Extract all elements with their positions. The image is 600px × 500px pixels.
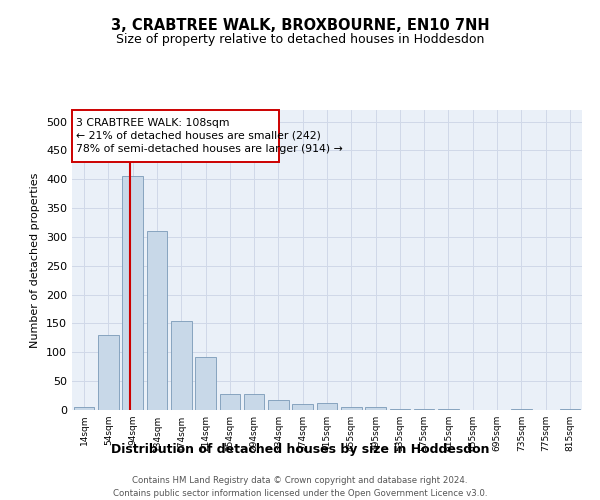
Bar: [122, 176, 143, 410]
Bar: [195, 357, 216, 410]
Text: Contains HM Land Registry data © Crown copyright and database right 2024.: Contains HM Land Registry data © Crown c…: [132, 476, 468, 485]
Bar: [74, 407, 94, 410]
Bar: [389, 409, 410, 410]
Bar: [365, 406, 386, 410]
Text: 3 CRABTREE WALK: 108sqm: 3 CRABTREE WALK: 108sqm: [76, 118, 230, 128]
Bar: [98, 335, 119, 410]
Bar: [511, 409, 532, 410]
FancyBboxPatch shape: [73, 110, 279, 162]
Text: 3, CRABTREE WALK, BROXBOURNE, EN10 7NH: 3, CRABTREE WALK, BROXBOURNE, EN10 7NH: [110, 18, 490, 32]
Bar: [341, 407, 362, 410]
Bar: [146, 231, 167, 410]
Bar: [220, 394, 240, 410]
Bar: [292, 404, 313, 410]
Text: Contains public sector information licensed under the Open Government Licence v3: Contains public sector information licen…: [113, 489, 487, 498]
Bar: [244, 394, 265, 410]
Bar: [171, 320, 191, 410]
Bar: [317, 403, 337, 410]
Y-axis label: Number of detached properties: Number of detached properties: [31, 172, 40, 348]
Text: Size of property relative to detached houses in Hoddesdon: Size of property relative to detached ho…: [116, 32, 484, 46]
Text: Distribution of detached houses by size in Hoddesdon: Distribution of detached houses by size …: [111, 442, 489, 456]
Text: ← 21% of detached houses are smaller (242): ← 21% of detached houses are smaller (24…: [76, 131, 321, 141]
Bar: [268, 400, 289, 410]
Text: 78% of semi-detached houses are larger (914) →: 78% of semi-detached houses are larger (…: [76, 144, 343, 154]
